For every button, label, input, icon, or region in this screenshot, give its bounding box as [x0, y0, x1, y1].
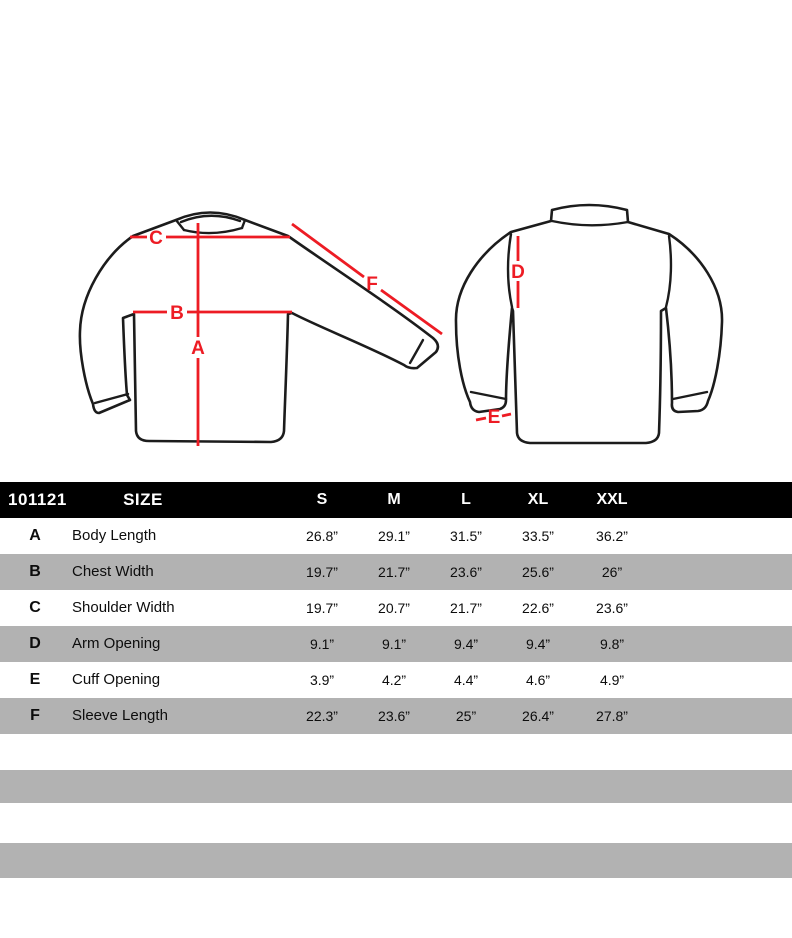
- measurement-name: Cuff Opening: [72, 671, 161, 688]
- measurement-value: 9.1”: [381, 636, 407, 652]
- measurement-value: 19.7”: [306, 564, 338, 580]
- size-column-title: SIZE: [123, 490, 163, 509]
- garment-measurement-diagram: C B A F D E: [78, 203, 724, 446]
- measurement-name: Sleeve Length: [72, 707, 168, 724]
- measurement-value: 33.5”: [522, 528, 554, 544]
- measurement-value: 29.1”: [378, 528, 410, 544]
- measurement-value: 4.2”: [381, 672, 407, 688]
- front-right-cuff-line: [408, 338, 425, 365]
- measurement-value: 4.4”: [453, 672, 479, 688]
- measurement-lines: C B A F D E: [130, 222, 525, 446]
- measurement-value: 31.5”: [450, 528, 482, 544]
- measurement-value: 23.6”: [378, 708, 410, 724]
- measurement-value: 19.7”: [306, 600, 338, 616]
- measurement-value: 9.8”: [599, 636, 625, 652]
- measure-line-e: [475, 412, 512, 422]
- table-row-arm-opening: D Arm Opening 9.1” 9.1” 9.4” 9.4” 9.8”: [0, 626, 792, 662]
- back-right-cuff-line: [671, 390, 709, 401]
- row-letter: B: [29, 563, 41, 580]
- table-row-shoulder-width: C Shoulder Width 19.7” 20.7” 21.7” 22.6”…: [0, 590, 792, 626]
- measurement-name: Arm Opening: [72, 635, 161, 652]
- measure-label-c: C: [149, 228, 163, 249]
- measurement-value: 9.1”: [309, 636, 335, 652]
- measurement-value: 26.4”: [522, 708, 554, 724]
- measurement-value: 25”: [455, 708, 477, 724]
- row-letter: E: [29, 671, 41, 688]
- row-letter: D: [29, 635, 41, 652]
- front-collar-inner-arc: [179, 214, 242, 224]
- measurement-value: 36.2”: [596, 528, 628, 544]
- table-row-chest-width: B Chest Width 19.7” 21.7” 23.6” 25.6” 26…: [0, 554, 792, 590]
- measurement-value: 22.6”: [522, 600, 554, 616]
- back-collar-seam: [550, 219, 630, 227]
- measure-label-d: D: [511, 262, 525, 283]
- measurement-value: 23.6”: [596, 600, 628, 616]
- measurement-value: 3.9”: [309, 672, 335, 688]
- empty-row-bar: [0, 770, 792, 803]
- measurement-value: 27.8”: [596, 708, 628, 724]
- measurement-value: 21.7”: [378, 564, 410, 580]
- measurement-value: 20.7”: [378, 600, 410, 616]
- row-letter: F: [30, 707, 40, 724]
- sku-number: 101121: [8, 490, 67, 509]
- empty-row-bar: [0, 843, 792, 878]
- column-header-xxl: XXL: [596, 491, 628, 508]
- measurement-value: 21.7”: [450, 600, 482, 616]
- table-row-body-length: A Body Length 26.8” 29.1” 31.5” 33.5” 36…: [0, 518, 792, 554]
- measurement-value: 26”: [601, 564, 623, 580]
- back-right-armhole-seam: [664, 234, 673, 309]
- table-row-sleeve-length: F Sleeve Length 22.3” 23.6” 25” 26.4” 27…: [0, 698, 792, 734]
- measure-label-e: E: [488, 407, 501, 428]
- column-header-m: M: [387, 491, 401, 508]
- measure-label-a: A: [191, 338, 205, 359]
- measurement-value: 25.6”: [522, 564, 554, 580]
- back-left-armhole-seam: [506, 232, 514, 309]
- measure-label-b: B: [170, 303, 184, 324]
- measurement-value: 9.4”: [525, 636, 551, 652]
- measurement-name: Shoulder Width: [72, 599, 175, 616]
- front-left-cuff-line: [93, 392, 130, 405]
- measurement-value: 4.6”: [525, 672, 551, 688]
- column-header-s: S: [316, 491, 328, 508]
- front-collar-sides: [174, 218, 247, 232]
- table-row-cuff-opening: E Cuff Opening 3.9” 4.2” 4.4” 4.6” 4.9”: [0, 662, 792, 698]
- back-left-cuff-line: [469, 390, 508, 401]
- column-header-l: L: [461, 491, 471, 508]
- front-shirt-drawing: [78, 211, 440, 444]
- measurement-name: Chest Width: [72, 563, 154, 580]
- back-shirt-drawing: [454, 203, 724, 445]
- measurement-value: 9.4”: [453, 636, 479, 652]
- size-table-header: 101121 SIZE S M L XL XXL: [0, 482, 792, 518]
- measurement-value: 22.3”: [306, 708, 338, 724]
- measurement-value: 23.6”: [450, 564, 482, 580]
- measure-line-f: [291, 222, 443, 336]
- column-header-xl: XL: [527, 491, 549, 508]
- row-letter: A: [29, 527, 41, 544]
- row-letter: C: [29, 599, 41, 616]
- measure-label-f: F: [366, 274, 378, 295]
- measurement-value: 4.9”: [599, 672, 625, 688]
- front-neck-seam: [182, 226, 244, 235]
- measurement-name: Body Length: [72, 527, 157, 544]
- measurement-value: 26.8”: [306, 528, 338, 544]
